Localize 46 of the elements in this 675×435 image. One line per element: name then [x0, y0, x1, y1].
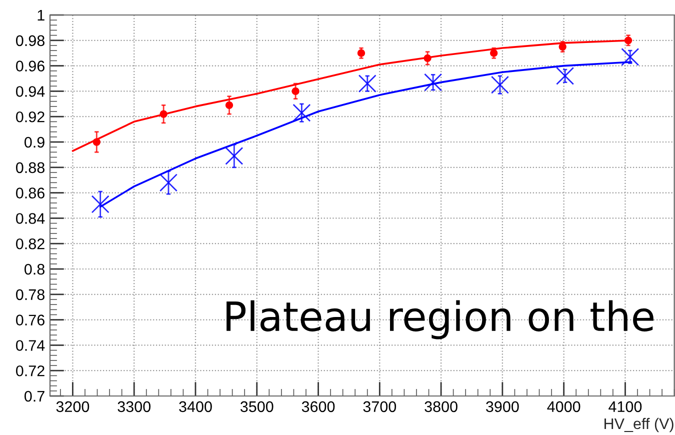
- y-tick-label: 0.94: [16, 86, 45, 97]
- x-tick-label: 3900: [486, 401, 519, 412]
- y-tick-label: 0.92: [16, 111, 44, 122]
- y-tick-label: 0.82: [16, 238, 44, 250]
- x-tick-label: 3700: [363, 401, 396, 412]
- point: [292, 104, 311, 122]
- point: [357, 49, 366, 57]
- point: [621, 48, 640, 66]
- y-tick-label: 0.78: [16, 289, 44, 300]
- y-tick-label: 0.84: [16, 213, 45, 224]
- y-tick-label: 0.86: [16, 188, 44, 198]
- point: [490, 49, 498, 57]
- x-tick-label: 3600: [302, 401, 335, 412]
- point: [160, 110, 168, 118]
- point: [424, 54, 432, 62]
- annotation: Plateau region on the: [226, 300, 654, 340]
- y-tick-label: 0.96: [16, 60, 44, 72]
- point: [490, 76, 510, 94]
- x-tick-label: 3200: [56, 401, 90, 412]
- point: [556, 66, 574, 85]
- y-tick-label: 0.74: [16, 340, 45, 351]
- y-tick-label: 0.7: [24, 390, 44, 402]
- y-tick-label: 0.98: [16, 35, 44, 46]
- point: [225, 146, 244, 165]
- y-tick-label: 0.88: [16, 162, 44, 174]
- point: [624, 36, 632, 44]
- y-tick-label: 0.8: [24, 264, 44, 275]
- x-tick-label: 4100: [608, 401, 642, 412]
- y-tick-label: 1: [38, 10, 44, 21]
- x-tick-label: 3400: [179, 401, 212, 412]
- x-tick-label: 3300: [118, 401, 150, 412]
- x-tick-label: 3800: [424, 401, 458, 412]
- x-tick-label: 3500: [240, 401, 274, 412]
- y-tick-label: 0.76: [16, 314, 44, 326]
- y-tick-label: 0.72: [16, 365, 44, 376]
- x-tick-label: 4000: [547, 401, 580, 412]
- x-axis-title: HV_eff (V): [604, 418, 674, 432]
- point: [92, 138, 100, 146]
- point: [424, 73, 442, 92]
- y-tick-label: 0.9: [24, 136, 44, 148]
- point: [292, 87, 300, 96]
- point: [91, 195, 110, 214]
- point: [358, 74, 376, 93]
- point: [225, 101, 234, 109]
- point: [558, 42, 566, 51]
- point: [159, 174, 178, 192]
